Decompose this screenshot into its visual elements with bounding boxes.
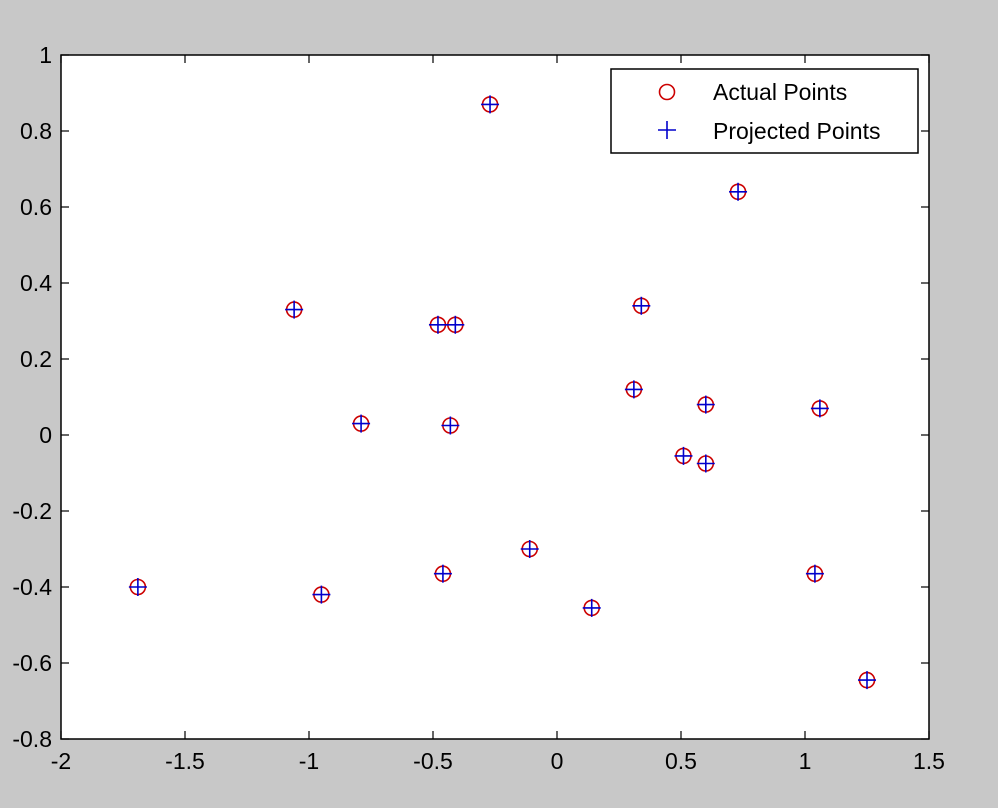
y-tick-label: -0.6 [12,650,52,676]
axis-ticks [60,54,930,740]
projected-point-marker [352,414,371,433]
legend-plus [658,121,676,139]
projected-point-marker [428,315,447,334]
legend-plus-marker [658,121,676,139]
x-tick-label: -1 [299,748,319,774]
x-tick-label: -1.5 [165,748,205,774]
plot-area [60,54,930,740]
projected-point-marker [128,578,147,596]
projected-point-marker [729,182,748,201]
projected-point-marker [441,416,460,435]
projected-point-marker [674,446,693,465]
y-tick-label: 0 [39,422,52,448]
projected-point-marker [805,564,824,583]
legend: Actual Points Projected Points [610,68,919,154]
x-tick-label: -0.5 [413,748,453,774]
projected-point-marker [285,300,304,319]
projected-point-marker [582,598,601,617]
data-markers [128,95,876,690]
projected-point-marker [433,564,452,583]
projected-point-marker [858,671,876,690]
y-tick-label: 0.8 [20,118,52,144]
projected-point-marker [312,585,331,604]
x-tick-label: 0.5 [665,748,697,774]
projected-point-marker [624,380,643,399]
projected-point-marker [481,95,500,114]
legend-label-projected: Projected Points [713,118,880,144]
projected-point-marker [446,315,465,334]
projected-point-marker [520,540,539,558]
projected-point-marker [696,454,715,473]
x-tick-label: 1.5 [913,748,945,774]
legend-circle-marker [658,83,676,101]
legend-box [610,68,919,154]
y-tick-label: 0.2 [20,346,52,372]
y-tick-label: 1 [39,42,52,68]
projected-point-marker [632,296,651,315]
y-tick-label: 0.4 [20,270,52,296]
projected-point-marker [696,395,715,414]
y-tick-label: -0.4 [12,574,52,600]
y-tick-label: 0.6 [20,194,52,220]
projected-point-marker [810,399,829,418]
legend-label-actual: Actual Points [713,79,847,105]
x-tick-label: -2 [51,748,71,774]
x-tick-label: 0 [551,748,564,774]
axis-tick-labels: -2 -1.5 -1 -0.5 0 0.5 1 1.5 -0.8 -0.6 -0.4 -0.2 0 0.2… [12,42,945,774]
y-tick-label: -0.8 [12,726,52,752]
legend-circle [658,83,676,101]
y-tick-label: -0.2 [12,498,52,524]
x-tick-label: 1 [799,748,812,774]
